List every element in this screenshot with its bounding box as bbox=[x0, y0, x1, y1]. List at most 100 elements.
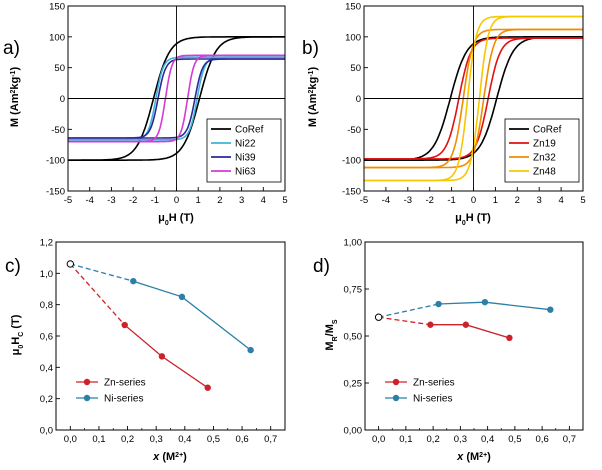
panel-letter: b) bbox=[302, 38, 319, 59]
dashed-connector bbox=[378, 316, 431, 326]
y-axis-label: M (Am2kg-1) bbox=[9, 67, 21, 128]
data-point bbox=[121, 321, 128, 329]
x-tick-label: -3 bbox=[107, 195, 115, 206]
x-tick-label: 0,4 bbox=[481, 434, 494, 445]
plot-frame bbox=[364, 241, 584, 431]
series-ni-series bbox=[70, 263, 254, 354]
series-zn-series bbox=[378, 316, 513, 342]
y-tick-label: 1,2 bbox=[40, 238, 53, 249]
legend: CoRef Zn19 Zn32 Zn48 bbox=[504, 118, 580, 183]
x-tick-label: 0,5 bbox=[508, 434, 521, 445]
data-point bbox=[462, 321, 470, 328]
panel-c: 0,0 0,1 0,2 0,3 0,4 0,5 0,6 0,7 0,0 0,2 0,4 0,6 0,8 1… bbox=[5, 238, 286, 463]
data-point bbox=[427, 321, 434, 328]
y-tick-label: 0,4 bbox=[40, 363, 53, 374]
x-tick-label: -1 bbox=[447, 195, 455, 206]
y-tick-label: 1,0 bbox=[40, 269, 53, 280]
legend-label-ni22: Ni22 bbox=[235, 139, 256, 150]
x-tick-label: 4 bbox=[261, 195, 266, 206]
x-tick-label: 1 bbox=[493, 195, 498, 206]
panel-letter: a) bbox=[3, 38, 20, 59]
y-axis-label: MR/MS bbox=[324, 319, 339, 350]
x-axis-label: x (M2+) bbox=[152, 451, 187, 463]
series-line bbox=[438, 301, 551, 311]
x-tick-label: 0 bbox=[471, 195, 476, 206]
legend-label-coref: CoRef bbox=[533, 125, 562, 136]
x-tick-label: 1 bbox=[196, 195, 201, 206]
x-tick-label: 0,2 bbox=[121, 434, 134, 445]
x-tick-label: 0,0 bbox=[372, 434, 385, 445]
y-tick-label: 0 bbox=[356, 94, 361, 105]
x-tick-label: 0,5 bbox=[207, 434, 220, 445]
plot-frame bbox=[55, 241, 286, 431]
x-tick-label: 5 bbox=[282, 195, 287, 206]
x-tick-label: 2 bbox=[217, 195, 222, 206]
legend-entry-zn-series: Zn-series bbox=[385, 378, 455, 389]
data-point bbox=[247, 346, 254, 354]
x-tick-label: -4 bbox=[85, 195, 93, 206]
legend-entry-ni-series: Ni-series bbox=[385, 394, 452, 405]
y-tick-label: -100 bbox=[46, 156, 65, 167]
y-tick-label: 0,0 bbox=[40, 426, 53, 437]
x-tick-label: 0,3 bbox=[454, 434, 467, 445]
reference-point bbox=[374, 313, 383, 321]
y-tick-label: 0,6 bbox=[40, 332, 53, 343]
data-point bbox=[130, 277, 137, 285]
data-point bbox=[435, 300, 442, 308]
y-tick-label: -50 bbox=[51, 125, 65, 136]
data-point bbox=[178, 293, 186, 301]
x-tick-label: 0,4 bbox=[178, 434, 191, 445]
y-tick-label: 50 bbox=[54, 63, 65, 74]
x-tick-label: 2 bbox=[515, 195, 520, 206]
x-tick-label: 3 bbox=[537, 195, 542, 206]
panel-letter: d) bbox=[313, 256, 330, 277]
legend-label-ni63: Ni63 bbox=[235, 167, 256, 178]
y-tick-label: 100 bbox=[345, 32, 361, 43]
series-line bbox=[133, 280, 252, 351]
x-tick-label: 0 bbox=[174, 195, 179, 206]
x-tick-label: 0,3 bbox=[150, 434, 163, 445]
y-axis-label: M (Am2kg-1) bbox=[307, 67, 319, 128]
x-tick-label: -2 bbox=[129, 195, 137, 206]
y-tick-label: 150 bbox=[49, 2, 65, 13]
x-tick-label: 4 bbox=[558, 195, 563, 206]
y-axis-label: μ0HC (T) bbox=[10, 314, 25, 355]
legend-label-ni39: Ni39 bbox=[235, 153, 256, 164]
legend-entry-zn-series: Zn-series bbox=[76, 378, 146, 389]
x-tick-label: -4 bbox=[382, 195, 390, 206]
y-tick-label: 100 bbox=[49, 32, 65, 43]
legend-label: Zn-series bbox=[413, 378, 455, 389]
legend-swatch-marker bbox=[392, 394, 400, 402]
panel-letter: c) bbox=[5, 256, 21, 277]
x-tick-label: -3 bbox=[404, 195, 412, 206]
legend: CoRef Ni22 Ni39 Ni63 bbox=[206, 118, 282, 183]
panel-d: 0,0 0,1 0,2 0,3 0,4 0,5 0,6 0,7 0,00 0,25 0,50 0,75… bbox=[313, 238, 584, 463]
x-axis-label: x (M2+) bbox=[456, 451, 491, 463]
x-tick-label: -5 bbox=[360, 195, 368, 206]
legend-swatch-marker bbox=[392, 378, 400, 386]
x-tick-label: 0,6 bbox=[536, 434, 549, 445]
legend-label-zn19: Zn19 bbox=[533, 139, 556, 150]
panel-b: -5 -4 -3 -2 -1 0 1 2 3 4 5 -150 -100 -50 0 50 100 150 b) M … bbox=[302, 2, 586, 227]
x-tick-label: 5 bbox=[580, 195, 585, 206]
x-tick-label: 0,2 bbox=[427, 434, 440, 445]
x-tick-label: 0,1 bbox=[92, 434, 105, 445]
y-tick-label: 1,00 bbox=[344, 238, 363, 249]
x-tick-label: -5 bbox=[64, 195, 72, 206]
x-tick-label: -2 bbox=[425, 195, 433, 206]
legend-swatch-marker bbox=[83, 378, 91, 386]
legend-label: Ni-series bbox=[413, 394, 452, 405]
y-tick-label: 0,25 bbox=[344, 379, 363, 390]
y-tick-label: 0 bbox=[60, 94, 65, 105]
legend-label-zn48: Zn48 bbox=[533, 167, 556, 178]
y-tick-label: 0,75 bbox=[344, 285, 363, 296]
data-point bbox=[506, 334, 513, 342]
x-tick-label: 0,0 bbox=[64, 434, 77, 445]
y-tick-label: -50 bbox=[347, 125, 361, 136]
legend-swatch-marker bbox=[83, 394, 91, 402]
y-tick-label: -100 bbox=[342, 156, 361, 167]
legend-label-coref: CoRef bbox=[235, 125, 264, 136]
data-point bbox=[547, 306, 554, 313]
x-tick-label: 0,1 bbox=[399, 434, 412, 445]
x-tick-label: 3 bbox=[239, 195, 244, 206]
